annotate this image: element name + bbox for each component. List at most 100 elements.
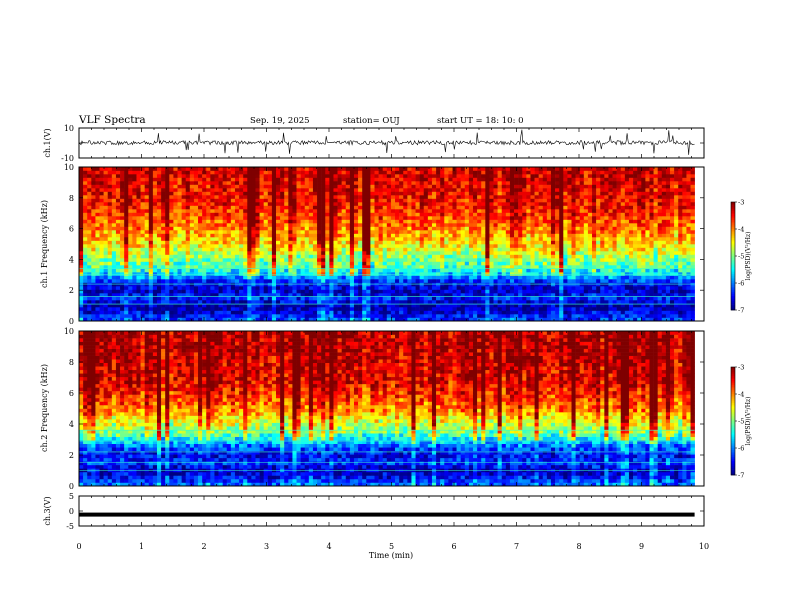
heatmap-cell: [616, 251, 622, 255]
heatmap-cell: [637, 310, 642, 315]
heatmap-cell: [497, 310, 503, 315]
heatmap-cell: [193, 237, 199, 241]
heatmap-cell: [628, 244, 634, 248]
heatmap-cell: [538, 282, 544, 287]
heatmap-cell: [144, 258, 150, 262]
heatmap-cell: [390, 240, 396, 245]
heatmap-cell: [592, 251, 597, 255]
heatmap-cell: [115, 233, 121, 238]
heatmap-cell: [583, 254, 589, 259]
heatmap-cell: [185, 282, 191, 287]
heatmap-cell: [337, 247, 342, 252]
heatmap-cell: [452, 216, 457, 220]
heatmap-cell: [120, 219, 125, 224]
heatmap-cell: [198, 247, 203, 252]
heatmap-cell: [468, 296, 474, 301]
heatmap-cell: [641, 209, 646, 213]
heatmap-cell: [148, 307, 154, 311]
heatmap-cell: [353, 254, 359, 259]
heatmap-cell: [489, 300, 494, 304]
heatmap-cell: [226, 258, 232, 262]
heatmap-cell: [156, 212, 162, 217]
heatmap-cell: [333, 216, 338, 220]
heatmap-cell: [226, 261, 232, 266]
heatmap-cell: [243, 254, 248, 259]
heatmap-cell: [522, 300, 527, 304]
heatmap-cell: [628, 219, 634, 224]
heatmap-cell: [239, 247, 244, 252]
heatmap-cell: [202, 205, 207, 210]
heatmap-cell: [234, 219, 240, 224]
heatmap-cell: [251, 251, 256, 255]
heatmap-cell: [91, 300, 96, 304]
heatmap-cell: [448, 240, 453, 245]
heatmap-cell: [243, 237, 248, 241]
heatmap-cell: [308, 314, 314, 318]
heatmap-cell: [518, 272, 523, 276]
heatmap-cell: [218, 303, 223, 308]
heatmap-cell: [596, 279, 601, 283]
heatmap-cell: [378, 317, 383, 322]
heatmap-cell: [633, 293, 638, 297]
heatmap-cell: [99, 258, 104, 262]
heatmap-cell: [300, 226, 306, 231]
heatmap-cell: [493, 279, 498, 283]
heatmap-cell: [210, 226, 215, 231]
heatmap-cell: [571, 265, 576, 269]
heatmap-cell: [308, 226, 314, 231]
heatmap-cell: [485, 317, 490, 322]
heatmap-cell: [128, 317, 133, 322]
heatmap-cell: [83, 314, 88, 318]
heatmap-cell: [214, 212, 219, 217]
heatmap-cell: [189, 268, 195, 273]
heatmap-cell: [317, 272, 322, 276]
heatmap-cell: [641, 317, 646, 322]
heatmap-cell: [276, 307, 281, 311]
heatmap-cell: [546, 300, 552, 304]
heatmap-cell: [431, 300, 437, 304]
heatmap-cell: [115, 282, 121, 287]
heatmap-cell: [550, 296, 556, 301]
heatmap-cell: [604, 289, 609, 294]
heatmap-cell: [321, 289, 326, 294]
heatmap-cell: [259, 293, 264, 297]
heatmap-cell: [608, 223, 613, 227]
heatmap-cell: [115, 223, 121, 227]
heatmap-cell: [107, 265, 113, 269]
heatmap-cell: [399, 247, 404, 252]
heatmap-cell: [337, 272, 342, 276]
heatmap-cell: [370, 237, 375, 241]
heatmap-cell: [317, 307, 322, 311]
heatmap-cell: [177, 237, 182, 241]
heatmap-cell: [411, 272, 416, 276]
heatmap-cell: [633, 226, 638, 231]
heatmap-cell: [419, 272, 425, 276]
heatmap-cell: [403, 216, 408, 220]
heatmap-cell: [624, 219, 630, 224]
heatmap-cell: [128, 282, 133, 287]
heatmap-cell: [624, 303, 630, 308]
heatmap-cell: [91, 279, 96, 283]
heatmap-cell: [534, 219, 539, 224]
heatmap-cell: [226, 282, 232, 287]
heatmap-cell: [115, 216, 121, 220]
heatmap-cell: [193, 233, 199, 238]
heatmap-cell: [382, 282, 388, 287]
heatmap-cell: [550, 303, 556, 308]
heatmap-cell: [325, 212, 330, 217]
heatmap-cell: [317, 212, 322, 217]
heatmap-cell: [353, 240, 359, 245]
heatmap-cell: [390, 307, 396, 311]
heatmap-cell: [587, 289, 593, 294]
heatmap-cell: [468, 282, 474, 287]
heatmap-cell: [563, 230, 568, 234]
heatmap-cell: [288, 303, 293, 308]
heatmap-cell: [514, 219, 519, 224]
heatmap-cell: [493, 247, 498, 252]
heatmap-cell: [308, 244, 314, 248]
heatmap-cell: [317, 219, 322, 224]
heatmap-cell: [198, 293, 203, 297]
heatmap-cell: [641, 244, 646, 248]
heatmap-cell: [579, 254, 585, 259]
heatmap-cell: [325, 268, 330, 273]
